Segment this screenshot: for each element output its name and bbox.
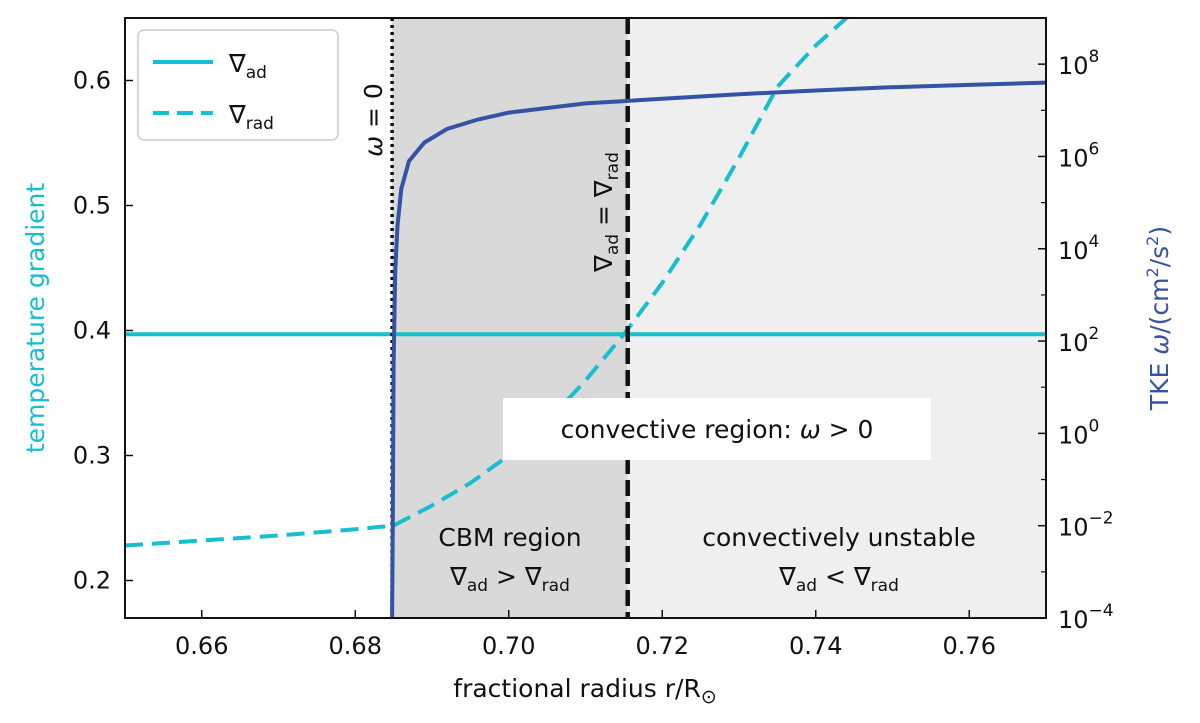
cbm-region-shade xyxy=(392,18,628,618)
y-left-tick-label: 0.6 xyxy=(73,67,111,95)
y-right-tick-label: 108 xyxy=(1058,47,1099,80)
x-tick-label: 0.68 xyxy=(329,632,382,660)
unstable-region-title: convectively unstable xyxy=(702,523,975,552)
y-axis-left-label: temperature gradient xyxy=(21,183,50,454)
legend-label-nabla-rad: ∇rad xyxy=(228,100,274,134)
y-left-tick-label: 0.2 xyxy=(73,567,111,595)
x-tick-label: 0.66 xyxy=(175,632,228,660)
y-left-tick-label: 0.3 xyxy=(73,442,111,470)
y-right-tick-label: 10−4 xyxy=(1058,601,1114,634)
convective-annotation-box xyxy=(503,398,931,460)
y-axis-left: 0.2 0.3 0.4 0.5 0.6 xyxy=(73,67,133,595)
x-tick-label: 0.70 xyxy=(482,632,535,660)
plot-area: convective region: ω > 0 CBM region ∇ad … xyxy=(124,17,1047,619)
plot-frame xyxy=(124,17,1047,619)
x-tick-label: 0.74 xyxy=(789,632,842,660)
omega-zero-annotation: ω = 0 xyxy=(359,83,388,157)
y-right-tick-label: 100 xyxy=(1058,416,1099,449)
legend: ∇ad ∇rad xyxy=(137,29,339,141)
unstable-region-condition: ∇ad < ∇rad xyxy=(778,562,899,596)
x-tick-label: 0.76 xyxy=(943,632,996,660)
cbm-region-title: CBM region xyxy=(438,523,581,552)
x-tick-label: 0.72 xyxy=(636,632,689,660)
legend-label-nabla-ad: ∇ad xyxy=(228,49,267,83)
tke-line xyxy=(390,80,1046,618)
x-axis: 0.66 0.68 0.70 0.72 0.74 0.76 xyxy=(175,610,996,660)
y-axis-right: 10−4 10−2 100 102 104 106 108 xyxy=(1038,17,1114,634)
y-right-tick-label: 10−2 xyxy=(1058,509,1114,542)
unstable-region-shade xyxy=(627,18,1046,618)
y-right-tick-label: 106 xyxy=(1058,139,1099,172)
y-right-tick-label: 102 xyxy=(1058,324,1099,357)
y-left-tick-label: 0.5 xyxy=(73,192,111,220)
nabla-rad-line xyxy=(125,18,848,548)
convective-annotation: convective region: ω > 0 xyxy=(561,415,874,444)
y-left-tick-label: 0.4 xyxy=(73,317,111,345)
y-right-tick-label: 104 xyxy=(1058,232,1099,265)
y-axis-right-label: TKE ω/(cm2/s2) xyxy=(1143,226,1174,411)
x-axis-label: fractional radius r/R⊙ xyxy=(453,674,716,708)
nabla-equal-annotation: ∇ad = ∇rad xyxy=(589,152,623,273)
cbm-region-condition: ∇ad > ∇rad xyxy=(449,562,570,596)
